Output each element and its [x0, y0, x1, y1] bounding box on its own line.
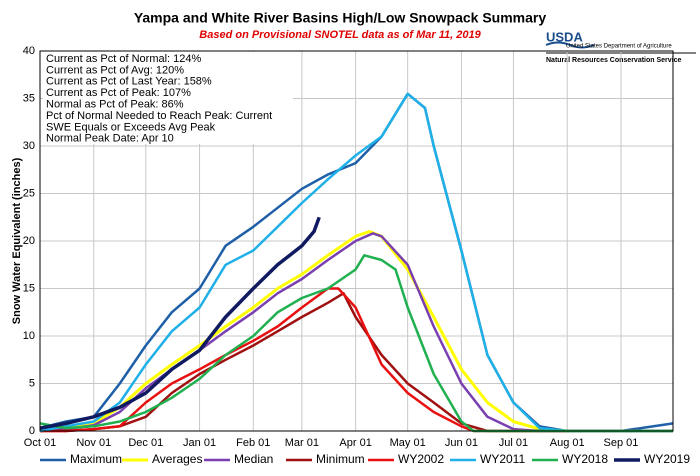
x-tick-label: Jan 01	[183, 437, 216, 449]
annotation: Pct of Normal Needed to Reach Peak: Curr…	[46, 110, 272, 122]
y-tick-label: 25	[23, 187, 35, 199]
y-tick-label: 35	[23, 92, 35, 104]
y-axis-label: Snow Water Equivalent (inches)	[11, 157, 23, 324]
annotation: Current as Pct of Last Year: 158%	[46, 76, 212, 88]
legend-label: Maximum	[70, 452, 122, 466]
series-line	[39, 230, 673, 433]
legend-label: WY2018	[562, 452, 608, 466]
legend-label: WY2019	[644, 452, 690, 466]
x-tick-label: Mar 01	[285, 437, 319, 449]
logo-swoosh	[545, 41, 595, 49]
legend-label: WY2002	[398, 452, 444, 466]
series-lines	[39, 92, 674, 433]
series-line	[39, 254, 673, 433]
annotation: Current as Pct of Normal: 124%	[46, 53, 202, 65]
y-tick-label: 40	[23, 45, 35, 57]
plot-frame	[39, 50, 674, 432]
y-tick-label: 10	[23, 330, 35, 342]
x-tick-label: Jul 01	[499, 437, 528, 449]
y-tick-label: 15	[23, 282, 35, 294]
legend-label: Averages	[152, 452, 202, 466]
series-line	[39, 216, 321, 430]
annotation: Normal as Pct of Peak: 86%	[46, 99, 184, 111]
logo-department: United States Department of Agriculture	[566, 44, 672, 50]
legend: Maximum Averages Median Minimum WY2002 WY2011…	[40, 452, 690, 466]
chart-title: Yampa and White River Basins High/Low Sn…	[134, 10, 547, 26]
x-tick-label: Sep 01	[604, 437, 639, 449]
y-tick-label: 30	[23, 140, 35, 152]
annotation-box: Current as Pct of Normal: 124%Current as…	[43, 52, 293, 145]
annotation: SWE Equals or Exceeds Avg Peak	[46, 121, 216, 133]
x-tick-label: May 01	[390, 437, 426, 449]
x-tick-label: Dec 01	[128, 437, 163, 449]
x-tick-label: Feb 01	[236, 437, 270, 449]
x-tick-label: Oct 01	[24, 437, 56, 449]
legend-label: Minimum	[316, 452, 365, 466]
legend-label: Median	[234, 452, 273, 466]
logo: USDA United States Department of Agricul…	[545, 29, 696, 64]
x-tick-label: Nov 01	[76, 437, 111, 449]
logo-service: Natural Resources Conservation Service	[546, 57, 681, 64]
y-tick-label: 20	[23, 235, 35, 247]
series-line	[39, 92, 673, 433]
y-tick-label: 0	[29, 425, 35, 437]
legend-label: WY2011	[480, 452, 525, 466]
annotation-background	[43, 52, 293, 144]
annotation: Normal Peak Date: Apr 10	[46, 133, 174, 145]
x-tick-label: Aug 01	[550, 437, 585, 449]
y-tick-label: 5	[29, 377, 35, 389]
x-tick-label: Apr 01	[339, 437, 371, 449]
annotation: Current as Pct of Avg: 120%	[46, 64, 184, 76]
chart-subtitle: Based on Provisional SNOTEL data as of M…	[199, 29, 481, 41]
x-tick-label: Jun 01	[445, 437, 478, 449]
logo-agency: USDA	[546, 29, 583, 44]
series-line	[40, 292, 673, 433]
annotation: Current as Pct of Peak: 107%	[46, 87, 191, 99]
grid: 0 5 10 15 20 25 30 35 40 Oct 01 Nov 01 Dec 01 Jan 01…	[23, 45, 673, 449]
